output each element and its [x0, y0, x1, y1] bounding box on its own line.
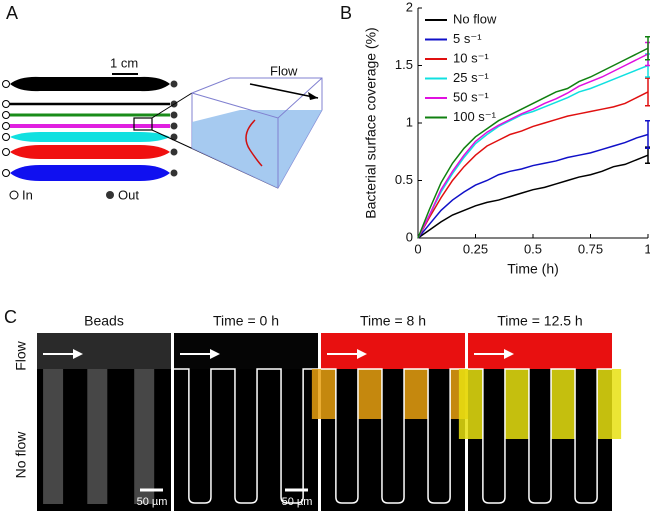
panel-label: A — [6, 3, 18, 23]
bead-channel — [134, 369, 155, 504]
channel-outline — [321, 368, 465, 504]
flow-label: Flow — [270, 63, 298, 78]
channel-device — [2, 73, 323, 200]
error-bar — [645, 146, 650, 164]
flow-region — [37, 333, 171, 369]
series-line — [417, 154, 649, 239]
scale-label: 50 µm — [137, 496, 168, 508]
flow-region — [468, 333, 612, 369]
scale-label: 1 cm — [110, 55, 138, 70]
outlet-label: Out — [118, 187, 139, 202]
legend-label: No flow — [453, 11, 497, 26]
biofilm — [458, 369, 483, 439]
panel-title: Time = 0 h — [213, 313, 279, 329]
error-bar — [645, 77, 650, 107]
biofilm — [504, 369, 529, 439]
panel-label: C — [4, 307, 17, 327]
scale-label: 50 µm — [282, 496, 313, 508]
panel-title: Time = 8 h — [360, 313, 426, 329]
y-axis-label: Bacterial surface coverage (%) — [363, 27, 379, 218]
y-tick-label: 1 — [406, 114, 413, 129]
y-tick-label: 0.5 — [395, 172, 413, 187]
legend-label: 5 s⁻¹ — [453, 31, 482, 46]
legend-label: 10 s⁻¹ — [453, 50, 489, 65]
inlet-label: In — [22, 187, 33, 202]
biofilm — [404, 369, 429, 419]
y-tick-label: 0 — [406, 229, 413, 244]
legend-label: 50 s⁻¹ — [453, 89, 489, 104]
channel-outline — [174, 368, 318, 504]
y-tick-label: 2 — [406, 0, 413, 14]
x-axis-label: Time (h) — [507, 261, 559, 277]
error-bar — [645, 119, 650, 150]
series-line — [417, 47, 649, 239]
series-line — [417, 91, 649, 239]
flow-region-label: Flow — [13, 340, 29, 370]
series-line — [417, 133, 649, 239]
x-tick-label: 0.5 — [524, 241, 542, 256]
biofilm — [357, 369, 382, 419]
bead-channel — [43, 369, 64, 504]
panel-title: Time = 12.5 h — [497, 313, 582, 329]
biofilm — [597, 369, 622, 439]
x-tick-label: 0 — [414, 241, 421, 256]
biofilm — [311, 369, 336, 419]
x-tick-label: 0.25 — [463, 241, 488, 256]
micrograph-panels: Beads Time = 0 h Time = 8 h Time = 12.5 h 50… — [37, 313, 622, 511]
legend-label: 25 s⁻¹ — [453, 70, 489, 85]
series-line — [417, 64, 649, 239]
flow-region — [174, 333, 318, 369]
flow-arrowhead — [210, 349, 220, 359]
x-tick-label: 1 — [644, 241, 650, 256]
x-tick-label: 0.75 — [578, 241, 603, 256]
flow-arrowhead — [357, 349, 367, 359]
bead-channel — [87, 369, 108, 504]
panel-label: B — [340, 3, 352, 23]
error-bar — [645, 36, 650, 61]
y-tick-label: 1.5 — [395, 57, 413, 72]
legend-label: 100 s⁻¹ — [453, 109, 497, 124]
panel-title: Beads — [84, 313, 124, 329]
flow-arrowhead — [73, 349, 83, 359]
series-line — [417, 53, 649, 239]
no-flow-region-label: No flow — [13, 431, 29, 479]
flow-arrowhead — [504, 349, 514, 359]
channel-outline — [468, 368, 612, 504]
biofilm — [551, 369, 576, 439]
flow-region — [321, 333, 465, 369]
